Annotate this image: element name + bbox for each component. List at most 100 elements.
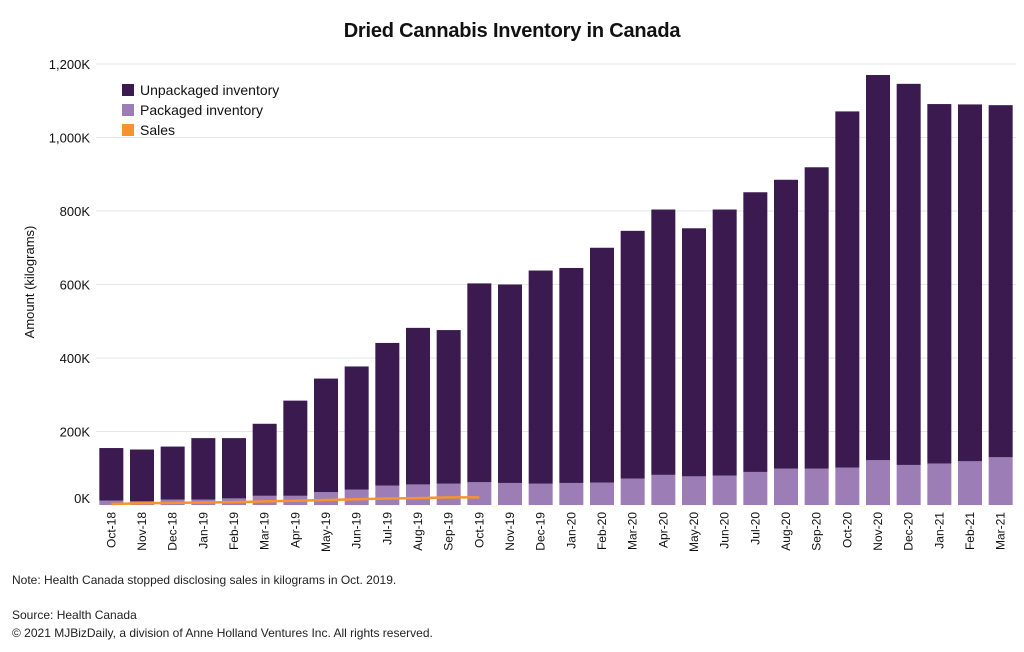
bar-packaged-Aug-19 [406, 484, 430, 505]
bar-packaged-Feb-20 [590, 482, 614, 505]
x-tick-label: Oct-18 [104, 512, 118, 548]
x-tick-label: Apr-19 [288, 512, 302, 548]
bar-packaged-Oct-20 [835, 467, 860, 505]
y-tick-label: 600K [60, 278, 91, 293]
y-tick-label: 800K [60, 204, 91, 219]
bar-unpackaged-May-20 [682, 228, 706, 477]
bar-unpackaged-May-19 [314, 378, 338, 493]
y-tick-label: 1,000K [49, 131, 91, 146]
legend-swatch [122, 124, 134, 136]
y-tick-label: 1,200K [49, 57, 91, 72]
bar-unpackaged-Jul-19 [375, 342, 400, 486]
x-tick-label: Feb-19 [227, 512, 241, 550]
bar-packaged-Jan-20 [559, 482, 584, 505]
bar-unpackaged-Feb-19 [222, 438, 246, 499]
bar-unpackaged-Sep-19 [436, 330, 461, 484]
legend-label: Unpackaged inventory [140, 82, 279, 98]
bar-packaged-Sep-19 [436, 483, 461, 505]
bar-unpackaged-Oct-20 [835, 111, 860, 468]
bar-unpackaged-Apr-20 [651, 209, 676, 475]
chart-title: Dried Cannabis Inventory in Canada [343, 20, 681, 42]
bar-unpackaged-Dec-20 [896, 83, 921, 465]
bar-unpackaged-Oct-18 [99, 448, 124, 501]
bar-packaged-May-20 [682, 476, 706, 505]
legend-swatch [122, 104, 134, 116]
x-tick-label: Aug-20 [779, 512, 793, 551]
x-tick-label: Jun-19 [350, 512, 364, 549]
bar-unpackaged-Sep-20 [804, 167, 829, 469]
bar-packaged-Jul-20 [743, 471, 768, 505]
sales-line-path [111, 496, 480, 506]
bar-packaged-Mar-20 [620, 478, 645, 505]
bar-packaged-Apr-20 [651, 474, 676, 505]
x-tick-label: May-19 [319, 512, 333, 552]
bar-packaged-May-19 [314, 492, 338, 505]
legend: Unpackaged inventory Packaged inventory Sa… [122, 82, 279, 138]
bar-packaged-Jul-19 [375, 485, 400, 505]
sales-line [111, 496, 480, 506]
bars [99, 75, 1013, 505]
x-tick-label: Mar-20 [626, 512, 640, 550]
bar-unpackaged-Mar-20 [620, 230, 645, 479]
bar-unpackaged-Nov-18 [130, 449, 154, 502]
y-axis-label: Amount (kilograms) [22, 226, 37, 339]
bar-unpackaged-Dec-19 [528, 270, 553, 484]
bar-unpackaged-Aug-20 [774, 179, 798, 469]
x-tick-label: Nov-20 [871, 512, 885, 551]
bar-unpackaged-Jan-20 [559, 267, 584, 483]
x-tick-label: Jun-20 [718, 512, 732, 549]
y-axis-ticks: 0K 200K 400K 600K 800K 1,000K 1,200K [49, 57, 91, 506]
y-tick-label: 0K [74, 491, 90, 506]
x-tick-label: Mar-19 [258, 512, 272, 550]
bar-unpackaged-Feb-20 [590, 247, 614, 483]
x-tick-label: Nov-19 [503, 512, 517, 551]
bar-packaged-Dec-19 [528, 483, 553, 505]
x-tick-label: Sep-19 [442, 512, 456, 551]
legend-swatch [122, 84, 134, 96]
source-text: Source: Health Canada [12, 608, 137, 622]
bar-unpackaged-Apr-19 [283, 400, 308, 496]
x-tick-label: Feb-21 [963, 512, 977, 550]
x-tick-label: Oct-20 [840, 512, 854, 548]
x-tick-label: Aug-19 [411, 512, 425, 551]
bar-unpackaged-Nov-20 [866, 75, 890, 461]
bar-unpackaged-Mar-19 [252, 423, 277, 496]
bar-packaged-Sep-20 [804, 468, 829, 505]
legend-label: Packaged inventory [140, 102, 263, 118]
bar-packaged-Jun-19 [344, 489, 369, 505]
x-tick-label: Dec-20 [902, 512, 916, 551]
bar-unpackaged-Nov-19 [498, 284, 522, 483]
bar-unpackaged-Jan-21 [927, 104, 952, 464]
x-tick-label: Jul-19 [380, 512, 394, 545]
bar-packaged-Jun-20 [712, 475, 737, 505]
copyright-text: © 2021 MJBizDaily, a division of Anne Ho… [12, 626, 433, 640]
x-tick-label: Dec-18 [166, 512, 180, 551]
x-tick-label: Mar-21 [994, 512, 1008, 550]
x-tick-label: Nov-18 [135, 512, 149, 551]
bar-packaged-Feb-21 [958, 461, 982, 505]
bar-unpackaged-Feb-21 [958, 104, 982, 462]
legend-label: Sales [140, 122, 175, 138]
bar-unpackaged-Jun-20 [712, 209, 737, 476]
bar-unpackaged-Jan-19 [191, 438, 216, 500]
x-tick-label: May-20 [687, 512, 701, 552]
bar-packaged-Jan-21 [927, 463, 952, 505]
bar-unpackaged-Aug-19 [406, 327, 430, 485]
bar-unpackaged-Jul-20 [743, 192, 768, 472]
gridlines [96, 63, 1016, 432]
bar-packaged-Dec-20 [896, 464, 921, 505]
x-tick-label: Feb-20 [595, 512, 609, 550]
bar-packaged-Mar-21 [988, 457, 1013, 505]
y-tick-label: 400K [60, 351, 91, 366]
x-tick-label: Jan-19 [196, 512, 210, 549]
bar-unpackaged-Mar-21 [988, 105, 1013, 458]
x-axis-ticks: Oct-18 Nov-18 Dec-18 Jan-19 Feb-19 Mar-19 Apr-… [104, 512, 1007, 552]
x-tick-label: Oct-19 [472, 512, 486, 548]
bar-packaged-Aug-20 [774, 468, 798, 505]
bar-packaged-Nov-19 [498, 482, 522, 505]
bar-packaged-Nov-20 [866, 460, 890, 505]
x-tick-label: Apr-20 [656, 512, 670, 548]
x-tick-label: Dec-19 [534, 512, 548, 551]
x-tick-label: Jan-20 [564, 512, 578, 549]
